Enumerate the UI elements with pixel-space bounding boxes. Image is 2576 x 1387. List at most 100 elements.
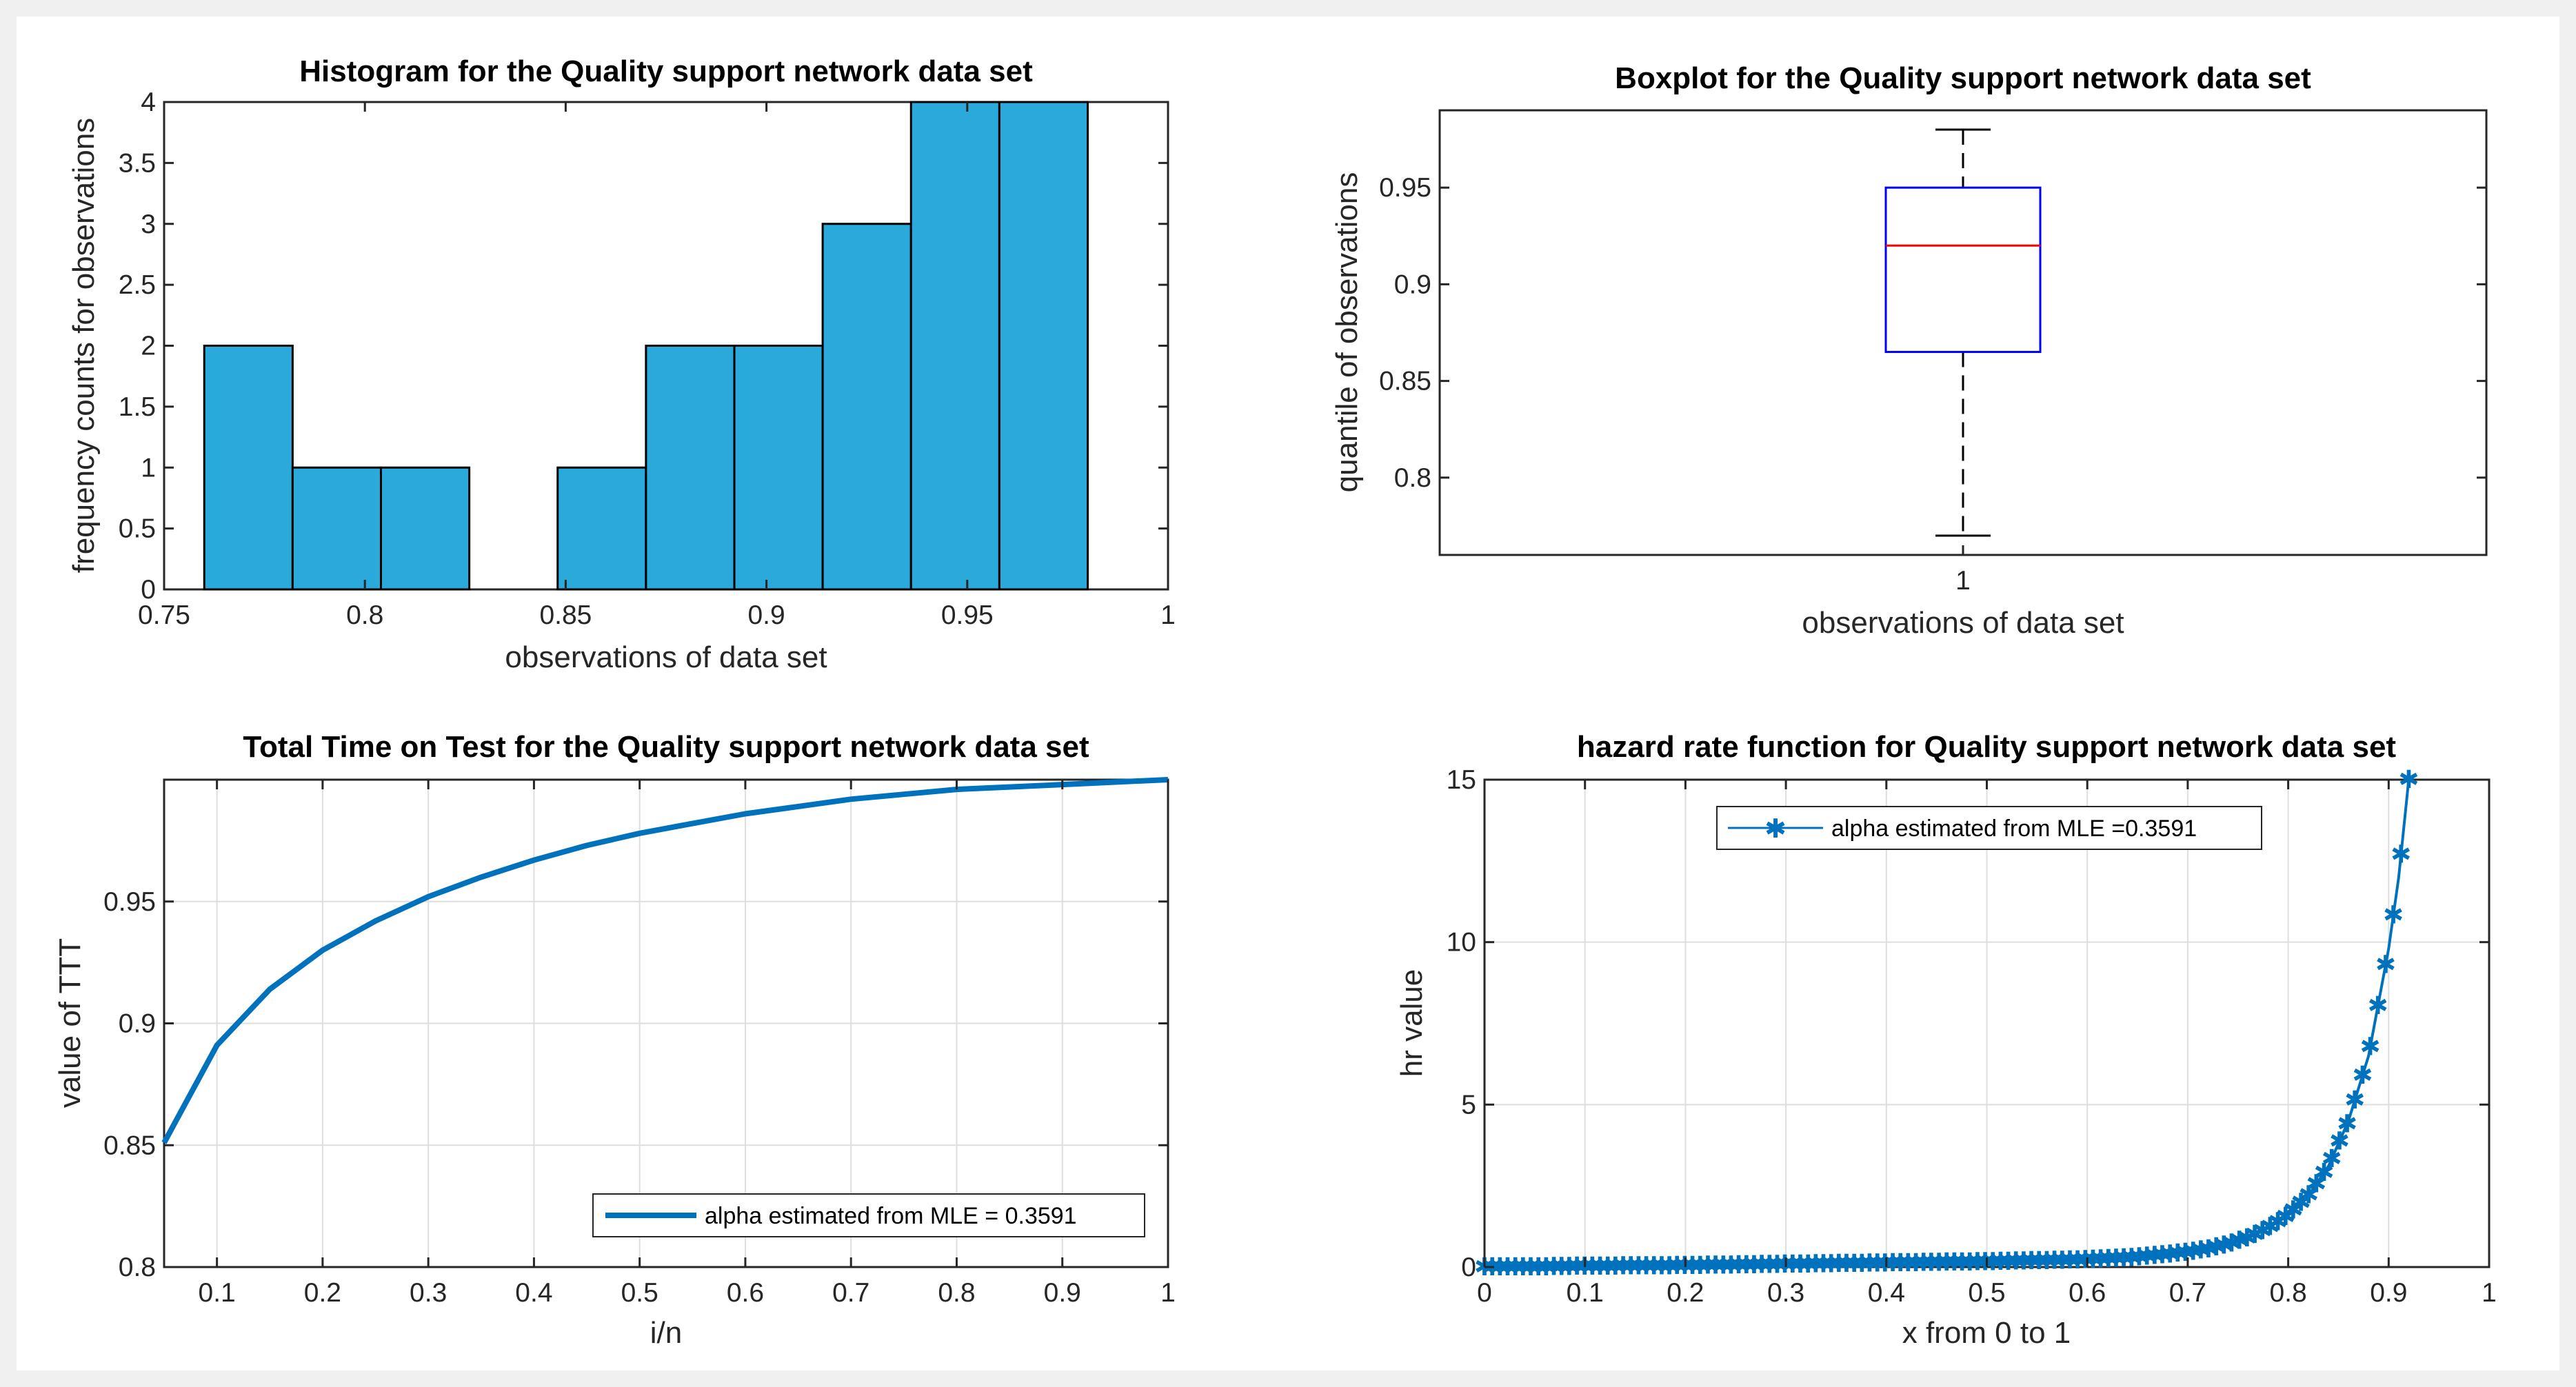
histogram-bars	[203, 101, 1089, 591]
hazard-legend-marker: ✱	[1764, 815, 1787, 844]
hazard-marker: ✱	[2013, 1246, 2034, 1275]
hazard-x-tick-label: 0.8	[2269, 1278, 2306, 1308]
boxplot-box	[1884, 186, 2042, 354]
boxplot-y-tick-label: 0.8	[1394, 463, 1431, 493]
hazard-marker: ✱	[1505, 1253, 1526, 1281]
hazard-x-tick-label: 0.2	[1667, 1278, 1704, 1308]
hazard-marker: ✱	[2183, 1237, 2204, 1266]
hazard-marker: ✱	[1967, 1248, 1988, 1276]
hazard-marker: ✱	[2313, 1158, 2334, 1186]
boxplot-x-tick-label: 1	[1955, 566, 1971, 596]
histogram-bar	[203, 345, 294, 591]
hazard-marker: ✱	[1613, 1252, 1633, 1280]
hazard-title: hazard rate function for Quality support…	[1577, 730, 2396, 764]
hazard-marker: ✱	[2006, 1247, 2026, 1275]
hazard-marker: ✱	[2298, 1181, 2319, 1209]
ttt-panel: 0.1 0.2 0.3 0.4 0.5 0.6 0.7 0.8 0.9 1 0.8 0.85 0.9 0.…	[53, 730, 1176, 1350]
hazard-marker: ✱	[1759, 1251, 1780, 1279]
histogram-bar	[291, 466, 382, 591]
hazard-marker: ✱	[2322, 1144, 2342, 1173]
histogram-bar	[733, 345, 824, 591]
histogram-x-tick-label: 1	[1160, 600, 1176, 630]
hazard-marker: ✱	[1821, 1249, 1842, 1277]
ttt-y-tick-label: 0.85	[103, 1131, 156, 1160]
hazard-marker: ✱	[1805, 1250, 1826, 1278]
hazard-marker: ✱	[2029, 1246, 2049, 1275]
hazard-marker: ✱	[2106, 1244, 2126, 1272]
hazard-marker: ✱	[1520, 1253, 1541, 1281]
histogram-y-tick-label: 2	[141, 332, 156, 361]
hazard-marker: ✱	[2091, 1245, 2111, 1273]
hazard-marker: ✱	[2198, 1235, 2219, 1263]
hazard-marker: ✱	[1720, 1251, 1741, 1279]
hazard-line	[1485, 779, 2411, 1268]
hazard-marker: ✱	[1636, 1251, 1656, 1279]
histogram-y-label: frequency counts for observations	[67, 118, 101, 573]
hazard-panel: ✱✱✱✱✱✱✱✱✱✱✱✱✱✱✱✱✱✱✱✱✱✱✱✱✱✱✱✱✱✱✱✱✱✱✱✱✱✱✱✱…	[1395, 730, 2497, 1350]
ttt-x-tick-label: 0.1	[199, 1278, 236, 1308]
hazard-marker: ✱	[2113, 1244, 2134, 1272]
hazard-marker: ✱	[1536, 1253, 1556, 1281]
histogram-x-tick-label: 0.9	[747, 600, 785, 630]
histogram-title: Histogram for the Quality support networ…	[299, 54, 1033, 88]
hazard-marker: ✱	[1620, 1252, 1641, 1280]
ttt-y-tick-label: 0.95	[103, 887, 156, 917]
hazard-marker: ✱	[2375, 950, 2396, 978]
ttt-x-tick-label: 0.2	[304, 1278, 341, 1308]
histogram-x-tick-label: 0.8	[346, 600, 383, 630]
histogram-ticks: 0.75 0.8 0.85 0.9 0.95 1 0 0.5 1 1.5 2 2.5 3 3.5 4	[119, 88, 1176, 630]
histogram-y-tick-label: 2.5	[119, 270, 156, 300]
hazard-marker: ✱	[2306, 1169, 2326, 1197]
boxplot-panel: 1 0.8 0.85 0.9 0.95 Boxplot for the Quality …	[1330, 61, 2488, 640]
hazard-marker: ✱	[2237, 1224, 2257, 1252]
hazard-marker: ✱	[1875, 1248, 1895, 1277]
hazard-marker: ✱	[1936, 1248, 1957, 1276]
boxplot-y-tick-label: 0.95	[1379, 173, 1431, 203]
ttt-legend-label: alpha estimated from MLE = 0.3591	[705, 1203, 1077, 1229]
boxplot-y-label: quantile of observations	[1330, 172, 1364, 493]
hazard-marker: ✱	[2329, 1127, 2350, 1155]
hazard-x-tick-label: 1	[2482, 1278, 2497, 1308]
histogram-bar	[645, 345, 736, 591]
boxplot-title: Boxplot for the Quality support network …	[1615, 61, 2311, 95]
hazard-marker: ✱	[2060, 1246, 2080, 1274]
ttt-y-tick-label: 0.8	[119, 1253, 156, 1282]
hazard-marker: ✱	[1589, 1252, 1610, 1280]
ttt-x-label: i/n	[650, 1316, 682, 1350]
hazard-marker: ✱	[1951, 1248, 1972, 1276]
hazard-marker: ✱	[2260, 1213, 2280, 1241]
ttt-title: Total Time on Test for the Quality suppo…	[243, 730, 1089, 764]
hazard-marker: ✱	[1513, 1253, 1533, 1281]
hazard-marker: ✱	[1767, 1250, 1787, 1278]
hazard-marker: ✱	[1605, 1252, 1626, 1280]
ttt-x-tick-label: 0.6	[727, 1278, 764, 1308]
hazard-marker: ✱	[2383, 901, 2404, 929]
hazard-marker: ✱	[1559, 1252, 1580, 1280]
hazard-marker: ✱	[2337, 1109, 2357, 1137]
hazard-legend-label: alpha estimated from MLE =0.3591	[1831, 816, 2197, 842]
histogram-y-tick-label: 4	[141, 88, 156, 117]
hazard-y-tick-label: 5	[1461, 1090, 1476, 1120]
hazard-marker: ✱	[1851, 1249, 1872, 1277]
hazard-marker: ✱	[2360, 1033, 2381, 1061]
hazard-marker: ✱	[1913, 1248, 1934, 1277]
hazard-marker: ✱	[1551, 1252, 1572, 1280]
hazard-x-label: x from 0 to 1	[1902, 1316, 2071, 1350]
histogram-y-tick-label: 0	[141, 575, 156, 605]
hazard-marker: ✱	[1859, 1249, 1880, 1277]
histogram-y-tick-label: 3.5	[119, 148, 156, 178]
hazard-marker: ✱	[2191, 1236, 2211, 1264]
hazard-x-tick-label: 0.6	[2069, 1278, 2106, 1308]
boxplot-marks	[1884, 128, 2042, 537]
hazard-marker: ✱	[2221, 1228, 2242, 1257]
hazard-marker: ✱	[1990, 1247, 2011, 1275]
hazard-marker: ✱	[2067, 1246, 2088, 1274]
histogram-y-tick-label: 3	[141, 210, 156, 239]
hazard-marker: ✱	[1944, 1248, 1964, 1276]
hazard-marker: ✱	[2291, 1188, 2311, 1217]
hazard-x-tick-label: 0.1	[1567, 1278, 1604, 1308]
hazard-marker: ✱	[1829, 1249, 1849, 1277]
hazard-marker: ✱	[2175, 1238, 2195, 1266]
boxplot-y-tick-label: 0.9	[1394, 270, 1431, 299]
